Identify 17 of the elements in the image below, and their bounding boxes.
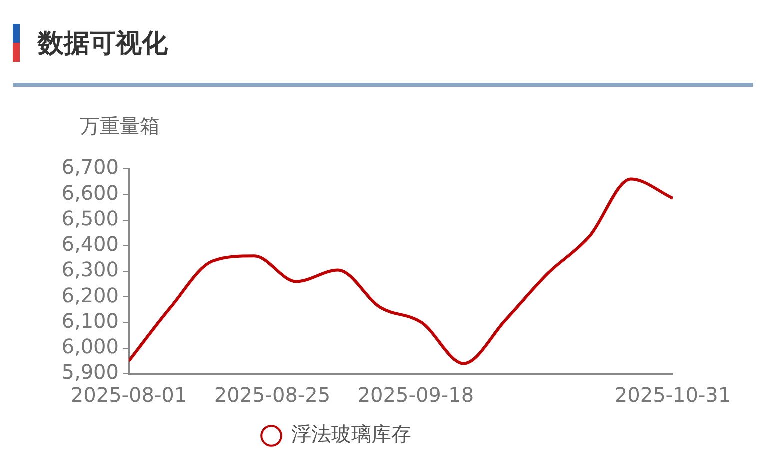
y-tick-label: 6,500 [62, 206, 119, 230]
y-tick-label: 5,900 [62, 360, 119, 384]
y-axis-title: 万重量箱 [80, 113, 160, 140]
y-tick-label: 6,600 [62, 180, 119, 205]
y-tick-label: 6,700 [62, 155, 119, 180]
y-tick-label: 6,200 [62, 283, 119, 308]
y-tick-label: 6,300 [62, 258, 119, 282]
y-tick-label: 6,100 [62, 308, 119, 333]
x-tick-label: 2025-09-18 [358, 383, 474, 408]
line-series [129, 178, 673, 366]
x-tick-label: 2025-08-01 [70, 383, 188, 408]
chart-title: 数据可视化 [38, 28, 168, 61]
x-tick-label: 2025-08-25 [214, 383, 331, 408]
y-tick-label: 6,400 [62, 232, 119, 256]
legend-label: 浮法玻璃库存 [292, 422, 412, 446]
y-tick-label: 6,000 [62, 334, 119, 359]
x-tick-label: 2025-10-31 [614, 383, 732, 408]
